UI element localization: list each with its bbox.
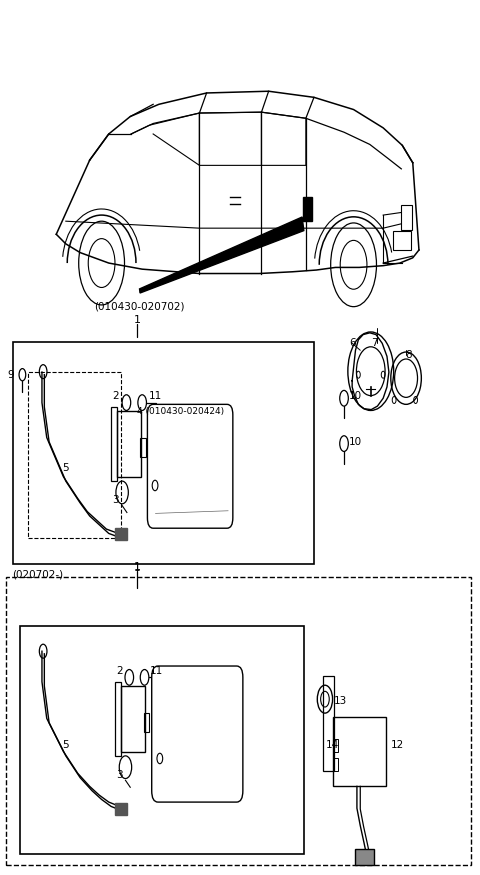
- Bar: [111, 407, 117, 481]
- Bar: [355, 850, 373, 864]
- Bar: [140, 438, 145, 457]
- Bar: [393, 231, 411, 250]
- Bar: [323, 676, 334, 771]
- Text: 11: 11: [148, 390, 162, 401]
- Text: 6: 6: [349, 339, 355, 348]
- Text: 9: 9: [7, 370, 14, 380]
- Bar: [334, 759, 338, 771]
- Bar: [6, 577, 471, 864]
- Text: 3: 3: [116, 770, 122, 780]
- Text: 2: 2: [112, 390, 119, 401]
- FancyBboxPatch shape: [152, 666, 243, 802]
- Bar: [334, 739, 338, 752]
- Text: 8: 8: [406, 350, 412, 360]
- Bar: [13, 341, 314, 564]
- Bar: [115, 682, 121, 756]
- Text: 11: 11: [150, 666, 164, 676]
- Text: 3: 3: [112, 495, 119, 505]
- Text: 1: 1: [134, 315, 141, 325]
- Polygon shape: [140, 217, 304, 293]
- Text: 10: 10: [349, 390, 362, 401]
- Bar: [117, 411, 141, 477]
- Text: 12: 12: [391, 739, 405, 750]
- Bar: [333, 717, 385, 787]
- Bar: [28, 372, 120, 538]
- Text: 7: 7: [371, 339, 378, 348]
- Text: 13: 13: [334, 696, 347, 706]
- Bar: [144, 713, 149, 732]
- Bar: [115, 803, 127, 816]
- Bar: [115, 528, 127, 541]
- Text: 1: 1: [134, 562, 141, 571]
- Bar: [120, 686, 144, 752]
- Text: 5: 5: [62, 463, 69, 473]
- Text: 14: 14: [326, 739, 339, 750]
- Text: 1: 1: [134, 564, 141, 573]
- Bar: [21, 626, 304, 854]
- Text: 10: 10: [349, 437, 362, 447]
- Text: 5: 5: [62, 739, 69, 750]
- FancyBboxPatch shape: [147, 404, 233, 528]
- Text: 2: 2: [116, 666, 122, 676]
- Polygon shape: [303, 197, 312, 221]
- Text: (010430-020702): (010430-020702): [95, 302, 185, 312]
- Text: 4 (010430-020424): 4 (010430-020424): [137, 407, 225, 416]
- Text: (020702-): (020702-): [12, 570, 63, 579]
- Bar: [401, 206, 412, 230]
